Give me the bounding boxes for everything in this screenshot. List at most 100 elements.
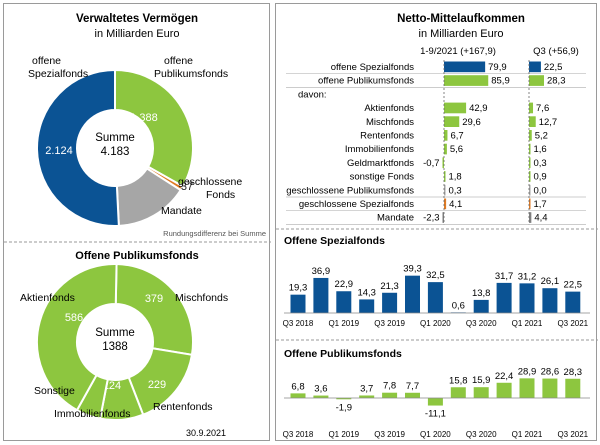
netto-bar — [444, 198, 447, 210]
x-tick-label: Q3 2020 — [466, 319, 497, 328]
legend-sonstige: Sonstige — [34, 385, 75, 397]
netto-value-q3: 7,6 — [536, 103, 549, 114]
netto-bar-q3 — [529, 184, 531, 196]
quarter-bar — [405, 392, 420, 398]
x-tick-label: Q3 2021 — [557, 430, 588, 439]
bar-value: 21,3 — [380, 281, 399, 292]
donut-slice — [36, 68, 120, 227]
netto-bar-q3 — [529, 157, 531, 169]
publikum-date: 30.9.2021 — [186, 428, 226, 438]
vermoegen-donut: 1.388376332.124 — [36, 68, 194, 227]
bar-value: 14,3 — [357, 287, 376, 298]
quarter-bar — [473, 299, 489, 313]
bar-value: 0,6 — [452, 300, 465, 311]
bar-value: 31,2 — [518, 271, 537, 282]
netto-value: 29,6 — [462, 117, 481, 128]
slice-label: 229 — [148, 379, 166, 391]
quarter-bar — [565, 291, 581, 313]
netto-table: offene Spezialfonds 79,9 22,5 offene Publik… — [286, 60, 586, 225]
netto-value: 6,7 — [450, 131, 463, 142]
vermoegen-title: Verwaltetes Vermögen — [76, 13, 198, 25]
netto-value-q3: 1,7 — [534, 199, 547, 210]
netto-value: 85,9 — [491, 76, 510, 87]
legend-rentenfonds: Rentenfonds — [153, 401, 213, 413]
quarter-bar — [336, 398, 352, 400]
netto-bar — [444, 184, 446, 196]
netto-value: 5,6 — [450, 144, 463, 155]
quarter-bar — [313, 277, 329, 313]
netto-bar-q3 — [529, 143, 531, 155]
row-label: Aktienfonds — [364, 103, 414, 114]
x-tick-label: Q3 2019 — [374, 319, 405, 328]
bar-value: 13,8 — [472, 288, 491, 299]
publikum-center-label: Summe — [95, 327, 135, 339]
row-label: offene Publikumsfonds — [318, 76, 414, 87]
netto-value-q3: 0,0 — [534, 185, 547, 196]
netto-value-q3: 28,3 — [547, 76, 566, 87]
right-panel: Netto-Mittelaufkommen in Milliarden Euro… — [275, 3, 598, 441]
row-label: Immobilienfonds — [345, 144, 414, 155]
bar-value: 36,9 — [312, 266, 331, 277]
quarter-bar — [427, 282, 443, 313]
bar-value: 32,5 — [426, 270, 445, 281]
quarter-bar — [382, 292, 398, 313]
quarter-bar — [542, 378, 558, 398]
netto-bar-q3 — [529, 75, 544, 86]
legend-mischfonds: Mischfonds — [175, 292, 228, 304]
netto-value-q3: 0,9 — [534, 172, 547, 183]
row-label: Rentenfonds — [360, 131, 414, 142]
netto-value: -0,7 — [423, 158, 439, 169]
quarter-bar — [496, 282, 512, 313]
netto-title: Netto-Mittelaufkommen — [397, 13, 525, 25]
slice-label: 379 — [145, 293, 163, 305]
x-tick-label: Q1 2020 — [420, 430, 451, 439]
x-tick-label: Q3 2021 — [557, 319, 588, 328]
row-label: offene Spezialfonds — [331, 62, 415, 73]
row-label: geschlossene Publikumsfonds — [286, 185, 414, 196]
slice-label: 586 — [65, 312, 83, 324]
quarter-bar — [519, 378, 535, 398]
left-panel: Verwaltetes Vermögen in Milliarden Euro … — [3, 3, 271, 441]
quarter-bar — [450, 387, 466, 398]
netto-bar-q3 — [529, 116, 536, 127]
x-tick-label: Q1 2021 — [512, 319, 543, 328]
publikum-title: Offene Publikumsfonds — [75, 250, 198, 262]
netto-bar-q3 — [529, 198, 531, 210]
row-label: geschlossene Spezialfonds — [299, 199, 414, 210]
row-label: Geldmarktfonds — [347, 158, 414, 169]
bar-value: 19,3 — [289, 283, 308, 294]
netto-value-q3: 4,4 — [534, 213, 547, 224]
row-label: Mischfonds — [366, 117, 414, 128]
netto-bar — [442, 157, 444, 169]
x-tick-label: Q1 2019 — [328, 430, 359, 439]
bar-value: 22,5 — [564, 280, 583, 291]
bar-value: 3,6 — [314, 384, 327, 395]
quarter-bar — [405, 275, 420, 313]
quarter-bar — [542, 288, 558, 313]
netto-bar — [444, 102, 467, 114]
bar-value: 3,7 — [360, 383, 373, 394]
bar-value: 26,1 — [541, 276, 560, 287]
netto-bar-q3 — [529, 171, 531, 182]
publikum-legend: Aktienfonds Mischfonds Sonstige Immobili… — [20, 292, 228, 420]
vermoegen-center-label: Summe — [95, 132, 135, 144]
bar-value: 22,9 — [335, 279, 354, 290]
legend-spezialfonds-line1: offene — [32, 55, 61, 67]
netto-value: 1,8 — [449, 172, 462, 183]
x-tick-label: Q3 2020 — [466, 430, 497, 439]
quarter-bar — [565, 378, 581, 398]
netto-value-q3: 12,7 — [539, 117, 558, 128]
netto-col1-header: 1-9/2021 (+167,9) — [420, 46, 496, 57]
quarter-bar — [359, 299, 375, 313]
x-tick-label: Q1 2021 — [512, 430, 543, 439]
netto-bar — [444, 130, 448, 141]
x-tick-label: Q3 2018 — [283, 430, 314, 439]
legend-geschlossene-line1: geschlossene — [178, 176, 242, 188]
bar-value: 39,3 — [403, 264, 422, 275]
donut-slice — [36, 263, 118, 412]
netto-subtitle: in Milliarden Euro — [419, 28, 504, 40]
legend-immobilienfonds: Immobilienfonds — [54, 408, 130, 420]
netto-value: -2,3 — [423, 213, 439, 224]
quarter-bar — [290, 294, 306, 313]
netto-bar-q3 — [529, 102, 534, 114]
